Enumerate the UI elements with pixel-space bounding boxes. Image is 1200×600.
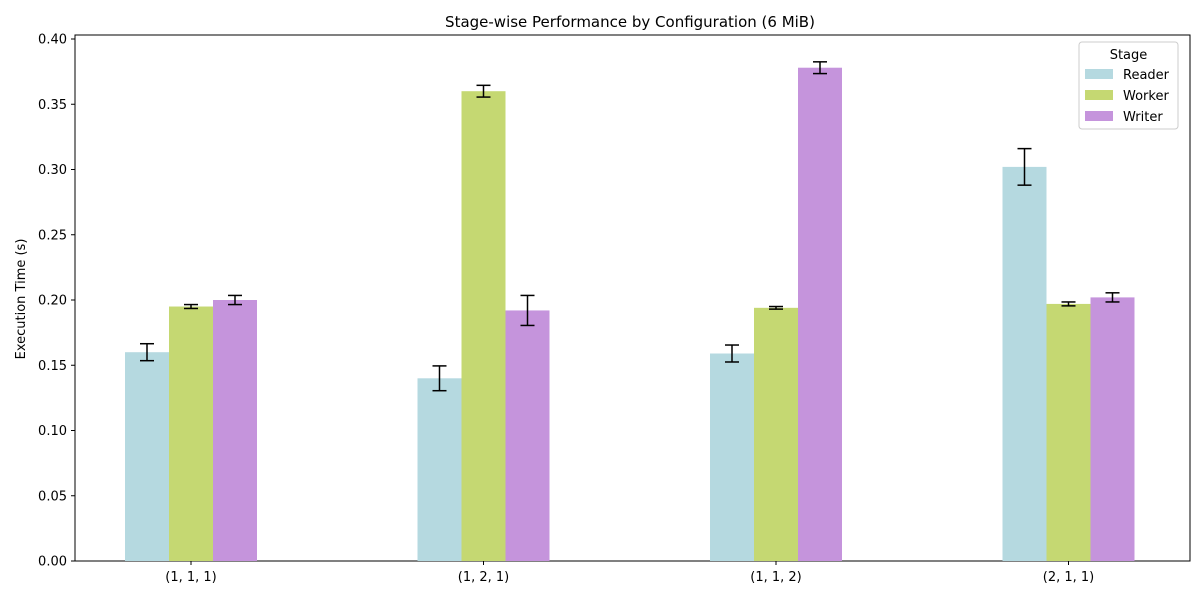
bar-worker [1046,303,1091,561]
legend-title: Stage [1110,48,1148,63]
x-tick-label: (1, 2, 1) [458,570,510,585]
bar-writer [798,67,842,562]
bar-reader [710,353,754,561]
y-axis-label: Execution Time (s) [14,239,29,360]
plot-area: 0.00 0.05 0.10 0.15 0.20 0.25 0.30 0.35 0.40 (1, … [38,33,1191,585]
chart-title: Stage-wise Performance by Configuration … [445,13,815,31]
legend-label-worker: Worker [1123,89,1169,104]
bar-reader [1002,166,1047,561]
legend-label-reader: Reader [1123,68,1170,83]
bar-reader [417,378,462,561]
legend-swatch-writer [1085,111,1113,121]
x-tick-label: (1, 1, 2) [750,570,802,585]
y-tick-label: 0.30 [38,163,67,178]
x-tick-label: (1, 1, 1) [165,570,217,585]
legend-label-writer: Writer [1123,110,1163,125]
y-tick-label: 0.10 [38,424,67,439]
y-tick-label: 0.20 [38,294,67,309]
y-tick-label: 0.05 [38,489,67,504]
legend-swatch-reader [1085,69,1113,79]
x-tick-label: (2, 1, 1) [1043,570,1095,585]
y-tick-label: 0.15 [38,359,67,374]
bar-writer [213,300,257,561]
legend: Stage Reader Worker Writer [1078,41,1179,130]
y-tick-label: 0.00 [38,555,67,570]
bar-worker [169,306,213,561]
bar-reader [125,352,169,561]
y-tick-label: 0.35 [38,98,67,113]
legend-swatch-worker [1085,90,1113,100]
bar-writer [1090,297,1135,561]
y-tick-label: 0.40 [38,33,67,48]
plot-frame [74,34,1191,562]
y-tick-label: 0.25 [38,228,67,243]
bar-worker [754,307,798,561]
bar-worker [461,91,506,561]
legend-box [1078,41,1179,130]
bar-writer [505,310,550,561]
